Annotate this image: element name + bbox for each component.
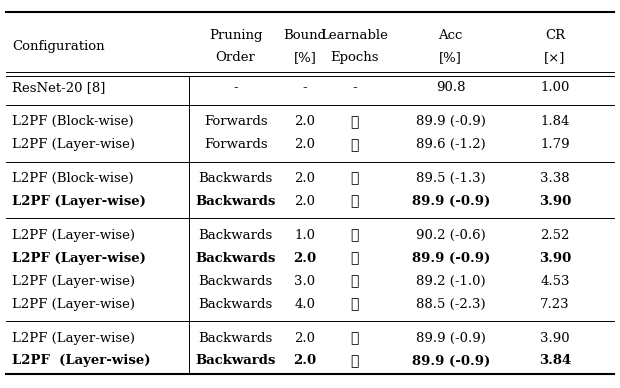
Text: Order: Order bbox=[216, 51, 255, 64]
Text: 3.90: 3.90 bbox=[539, 195, 571, 208]
Text: 2.0: 2.0 bbox=[294, 115, 316, 128]
Text: 90.8: 90.8 bbox=[436, 81, 466, 94]
Text: L2PF (Layer-wise): L2PF (Layer-wise) bbox=[12, 195, 146, 208]
Text: -: - bbox=[352, 81, 357, 95]
Text: 3.38: 3.38 bbox=[540, 172, 570, 185]
Text: Forwards: Forwards bbox=[204, 115, 267, 128]
Text: ✗: ✗ bbox=[350, 251, 359, 265]
Text: L2PF (Layer-wise): L2PF (Layer-wise) bbox=[12, 138, 135, 151]
Text: 3.84: 3.84 bbox=[539, 355, 571, 367]
Text: -: - bbox=[233, 81, 238, 94]
Text: 3.90: 3.90 bbox=[540, 331, 570, 345]
Text: 89.9 (-0.9): 89.9 (-0.9) bbox=[412, 195, 490, 208]
Text: ✗: ✗ bbox=[350, 228, 359, 242]
Text: Backwards: Backwards bbox=[198, 229, 273, 242]
Text: Backwards: Backwards bbox=[198, 331, 273, 345]
Text: 89.9 (-0.9): 89.9 (-0.9) bbox=[412, 355, 490, 367]
Text: 2.0: 2.0 bbox=[294, 172, 316, 185]
Text: Backwards: Backwards bbox=[198, 172, 273, 185]
Text: 89.9 (-0.9): 89.9 (-0.9) bbox=[412, 252, 490, 265]
Text: L2PF (Layer-wise): L2PF (Layer-wise) bbox=[12, 252, 146, 265]
Text: 89.2 (-1.0): 89.2 (-1.0) bbox=[416, 275, 485, 288]
Text: Backwards: Backwards bbox=[195, 195, 276, 208]
Text: ✗: ✗ bbox=[350, 138, 359, 152]
Text: 4.0: 4.0 bbox=[294, 298, 316, 311]
Text: [%]: [%] bbox=[294, 51, 316, 64]
Text: Pruning: Pruning bbox=[209, 29, 262, 42]
Text: CR: CR bbox=[545, 29, 565, 42]
Text: 2.0: 2.0 bbox=[294, 138, 316, 151]
Text: ✗: ✗ bbox=[350, 171, 359, 185]
Text: 1.84: 1.84 bbox=[540, 115, 570, 128]
Text: L2PF (Layer-wise): L2PF (Layer-wise) bbox=[12, 275, 135, 288]
Text: Epochs: Epochs bbox=[330, 51, 379, 64]
Text: Configuration: Configuration bbox=[12, 40, 105, 53]
Text: L2PF  (Layer-wise): L2PF (Layer-wise) bbox=[12, 355, 151, 367]
Text: 2.0: 2.0 bbox=[294, 331, 316, 345]
Text: 2.52: 2.52 bbox=[540, 229, 570, 242]
Text: [×]: [×] bbox=[544, 51, 565, 64]
Text: ✗: ✗ bbox=[350, 115, 359, 129]
Text: 89.9 (-0.9): 89.9 (-0.9) bbox=[416, 331, 485, 345]
Text: ✓: ✓ bbox=[350, 354, 359, 368]
Text: Learnable: Learnable bbox=[321, 29, 389, 42]
Text: L2PF (Block-wise): L2PF (Block-wise) bbox=[12, 115, 134, 128]
Text: Backwards: Backwards bbox=[198, 275, 273, 288]
Text: 1.00: 1.00 bbox=[540, 81, 570, 94]
Text: 2.0: 2.0 bbox=[293, 355, 317, 367]
Text: 2.0: 2.0 bbox=[293, 252, 317, 265]
Text: ✗: ✗ bbox=[350, 274, 359, 288]
Text: Backwards: Backwards bbox=[198, 298, 273, 311]
Text: 1.79: 1.79 bbox=[540, 138, 570, 151]
Text: 89.6 (-1.2): 89.6 (-1.2) bbox=[416, 138, 485, 151]
Text: 1.0: 1.0 bbox=[294, 229, 316, 242]
Text: 4.53: 4.53 bbox=[540, 275, 570, 288]
Text: 3.0: 3.0 bbox=[294, 275, 316, 288]
Text: 90.2 (-0.6): 90.2 (-0.6) bbox=[416, 229, 485, 242]
Text: 88.5 (-2.3): 88.5 (-2.3) bbox=[416, 298, 485, 311]
Text: L2PF (Layer-wise): L2PF (Layer-wise) bbox=[12, 298, 135, 311]
Text: 2.0: 2.0 bbox=[294, 195, 316, 208]
Text: ✗: ✗ bbox=[350, 297, 359, 311]
Text: L2PF (Layer-wise): L2PF (Layer-wise) bbox=[12, 229, 135, 242]
Text: 89.9 (-0.9): 89.9 (-0.9) bbox=[416, 115, 485, 128]
Text: 7.23: 7.23 bbox=[540, 298, 570, 311]
Text: L2PF (Layer-wise): L2PF (Layer-wise) bbox=[12, 331, 135, 345]
Text: Backwards: Backwards bbox=[195, 252, 276, 265]
Text: [%]: [%] bbox=[440, 51, 462, 64]
Text: Acc: Acc bbox=[438, 29, 463, 42]
Text: ✗: ✗ bbox=[350, 331, 359, 345]
Text: -: - bbox=[303, 81, 308, 94]
Text: ResNet-20 [8]: ResNet-20 [8] bbox=[12, 81, 106, 94]
Text: Bound: Bound bbox=[283, 29, 327, 42]
Text: 3.90: 3.90 bbox=[539, 252, 571, 265]
Text: ✗: ✗ bbox=[350, 194, 359, 208]
Text: Forwards: Forwards bbox=[204, 138, 267, 151]
Text: Backwards: Backwards bbox=[195, 355, 276, 367]
Text: 89.5 (-1.3): 89.5 (-1.3) bbox=[416, 172, 485, 185]
Text: L2PF (Block-wise): L2PF (Block-wise) bbox=[12, 172, 134, 185]
